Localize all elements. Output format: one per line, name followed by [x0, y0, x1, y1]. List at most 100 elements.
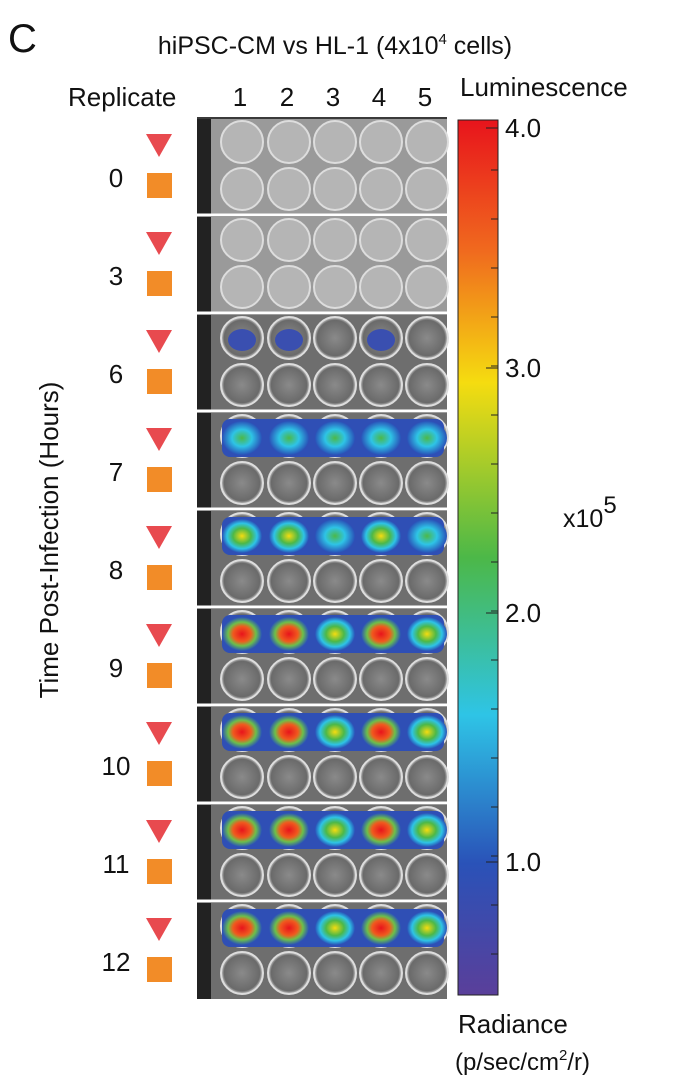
square-marker: [147, 663, 172, 688]
signal: [315, 421, 355, 455]
unit: (p/sec/cm2/r): [455, 1047, 590, 1076]
time-label: 10: [102, 751, 131, 781]
unit-title: Radiance: [458, 1009, 568, 1039]
colorbar-tick-label: 4.0: [505, 113, 541, 143]
row-edge: [197, 217, 211, 313]
signal: [269, 813, 309, 847]
well: [314, 854, 356, 896]
signal: [315, 715, 355, 749]
multiplier-exp: 5: [603, 492, 616, 519]
well: [221, 756, 263, 798]
well: [221, 854, 263, 896]
signal: [222, 519, 262, 553]
row-edge: [197, 413, 211, 509]
unit-sup: 2: [559, 1047, 567, 1064]
well: [314, 560, 356, 602]
well: [314, 462, 356, 504]
multiplier: x10: [563, 505, 603, 533]
signal: [315, 813, 355, 847]
well: [221, 560, 263, 602]
signal: [407, 715, 447, 749]
well: [406, 756, 448, 798]
colorbar: [458, 120, 498, 995]
signal: [361, 813, 401, 847]
signal: [222, 813, 262, 847]
well: [360, 658, 402, 700]
time-row: 11: [103, 803, 449, 901]
square-marker: [147, 761, 172, 786]
square-marker: [147, 173, 172, 198]
time-label: 11: [103, 849, 130, 879]
signal: [367, 329, 395, 351]
signal: [269, 421, 309, 455]
signal: [222, 617, 262, 651]
row-edge: [197, 511, 211, 607]
time-label: 3: [109, 261, 123, 291]
well: [314, 168, 356, 210]
well: [314, 121, 356, 163]
well: [314, 266, 356, 308]
well: [268, 121, 310, 163]
well: [406, 266, 448, 308]
signal: [361, 911, 401, 945]
time-row: 12: [102, 901, 448, 999]
well: [360, 121, 402, 163]
triangle-marker: [146, 820, 172, 843]
time-label: 9: [109, 653, 123, 683]
time-row: 0: [109, 119, 448, 215]
well: [221, 364, 263, 406]
well: [360, 560, 402, 602]
replicate-label: 5: [418, 82, 432, 112]
well: [268, 756, 310, 798]
signal: [269, 617, 309, 651]
well: [406, 168, 448, 210]
signal: [407, 813, 447, 847]
well: [406, 658, 448, 700]
well: [360, 462, 402, 504]
row-edge: [197, 609, 211, 705]
well: [360, 854, 402, 896]
replicate-label: 1: [233, 82, 247, 112]
signal: [228, 329, 256, 351]
well: [406, 219, 448, 261]
well: [406, 462, 448, 504]
well: [406, 121, 448, 163]
square-marker: [147, 271, 172, 296]
well: [268, 952, 310, 994]
signal: [361, 519, 401, 553]
well: [360, 266, 402, 308]
panel-label: C: [8, 17, 37, 61]
time-row: 3: [109, 215, 448, 313]
signal: [222, 715, 262, 749]
row-edge: [197, 315, 211, 411]
signal: [407, 911, 447, 945]
square-marker: [147, 467, 172, 492]
colorbar-tick-label: 2.0: [505, 598, 541, 628]
replicate-label: 4: [372, 82, 386, 112]
unit-text: (p/sec/cm: [455, 1049, 559, 1076]
signal: [315, 911, 355, 945]
time-row: 7: [109, 411, 448, 509]
signal: [407, 519, 447, 553]
time-label: 8: [109, 555, 123, 585]
replicate-header: Replicate: [68, 82, 176, 112]
time-row: 10: [102, 705, 448, 803]
figure: C hiPSC-CM vs HL-1 (4x104 cells) Replica…: [0, 0, 678, 1078]
well: [221, 462, 263, 504]
row-edge: [197, 119, 211, 215]
title-sup: 4: [439, 31, 447, 48]
signal: [269, 911, 309, 945]
triangle-marker: [146, 624, 172, 647]
colorbar-tick-label: 1.0: [505, 847, 541, 877]
time-row: 8: [109, 509, 448, 607]
well: [221, 121, 263, 163]
triangle-marker: [146, 428, 172, 451]
colorbar-title: Luminescence: [460, 72, 628, 102]
well: [268, 364, 310, 406]
row-edge: [197, 903, 211, 999]
well: [221, 168, 263, 210]
triangle-marker: [146, 918, 172, 941]
well: [360, 168, 402, 210]
well: [268, 219, 310, 261]
signal: [222, 911, 262, 945]
